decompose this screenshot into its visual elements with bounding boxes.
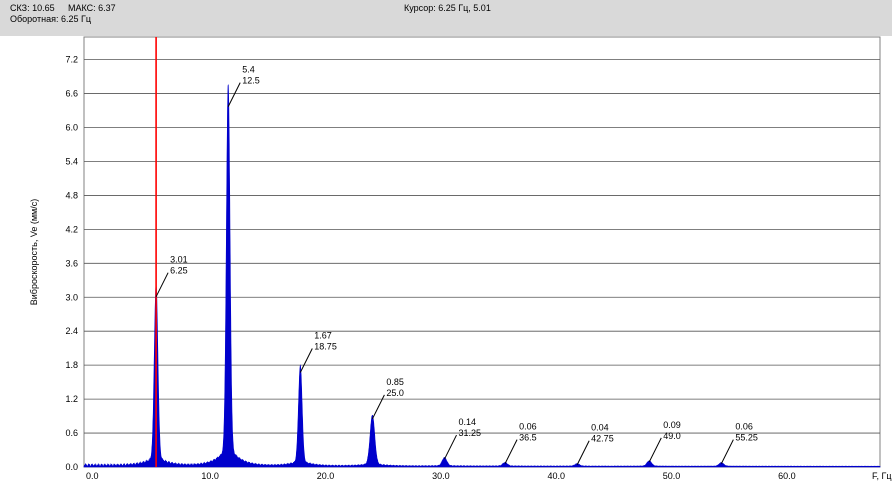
x-tick-label: 0.0 [86,471,99,481]
peak-leader-line [576,440,590,465]
x-tick-label: 30.0 [432,471,450,481]
peak-freq-label: 49.0 [663,431,681,441]
y-tick-label: 3.0 [65,292,78,302]
y-tick-label: 0.6 [65,428,78,438]
x-tick-label: 40.0 [547,471,565,481]
peak-leader-line [444,434,457,460]
peak-value-label: 0.04 [591,423,609,433]
x-tick-label: 20.0 [317,471,335,481]
peak-value-label: 0.85 [386,377,404,387]
peak-leader-line [720,439,734,464]
y-tick-label: 5.4 [65,156,78,166]
spectrum-series [83,84,881,468]
x-tick-label: 10.0 [201,471,219,481]
peak-freq-label: 6.25 [170,266,188,276]
y-tick-label: 1.2 [65,394,78,404]
peak-freq-label: 25.0 [386,388,404,398]
x-axis-label: F, Гц [872,471,892,481]
y-tick-label: 1.8 [65,360,78,370]
peak-leader-line [227,82,241,107]
peak-leader-line [155,272,169,297]
rms-label: СКЗ: 10.65 [10,3,55,13]
peak-value-label: 5.4 [242,65,255,75]
peak-leader-line [648,437,662,463]
peak-value-label: 0.06 [735,422,753,432]
cursor-readout: Курсор: 6.25 Гц, 5.01 [404,3,491,13]
peak-leader-line [299,348,313,373]
peak-value-label: 0.06 [519,422,537,432]
y-tick-label: 7.2 [65,55,78,65]
peak-leader-line [371,394,385,420]
peak-value-label: 0.14 [459,417,477,427]
y-tick-label: 0.0 [65,462,78,472]
x-tick-label: 60.0 [778,471,796,481]
y-tick-label: 6.6 [65,89,78,99]
peak-value-label: 0.09 [663,420,681,430]
plot-area [83,36,881,468]
peak-freq-label: 18.75 [314,342,337,352]
y-tick-label: 2.4 [65,326,78,336]
peak-leader-line [504,439,518,464]
chart-header: СКЗ: 10.65 МАКС: 6.37 Оборотная: 6.25 Гц… [0,0,892,36]
y-axis-label: Виброскорость, Ve (мм/с) [29,199,39,305]
peak-value-label: 1.67 [314,331,332,341]
max-label: МАКС: 6.37 [68,3,116,13]
peak-freq-label: 36.5 [519,433,537,443]
y-tick-label: 4.8 [65,190,78,200]
y-tick-label: 6.0 [65,123,78,133]
peak-freq-label: 31.25 [459,428,482,438]
peak-value-label: 3.01 [170,255,188,265]
peak-freq-label: 42.75 [591,434,614,444]
peak-freq-label: 55.25 [735,433,758,443]
y-tick-label: 4.2 [65,224,78,234]
y-tick-label: 3.6 [65,258,78,268]
peak-freq-label: 12.5 [242,76,260,86]
rpm-label: Оборотная: 6.25 Гц [10,14,91,24]
x-tick-label: 50.0 [663,471,681,481]
